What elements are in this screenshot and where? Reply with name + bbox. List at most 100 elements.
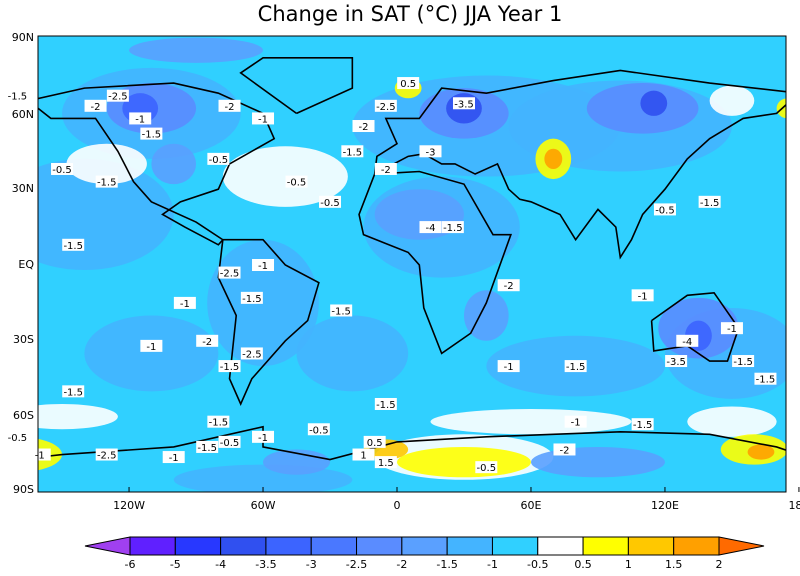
contour-label-box	[207, 152, 230, 165]
contour-label: -1.5	[220, 362, 240, 373]
contour-label: -0.5	[320, 198, 340, 209]
latitude-label: 60N	[12, 108, 34, 121]
map-frame	[37, 35, 787, 493]
contour-label: -0.5	[220, 438, 240, 449]
contour-label-box	[196, 334, 219, 347]
contour-label: -3.5	[666, 357, 686, 368]
latitude-label: 30S	[13, 333, 34, 346]
temperature-region	[709, 85, 755, 116]
contour-label: -0.5	[477, 463, 497, 474]
longitude-label: 60W	[251, 499, 276, 512]
contour-label: -1.5	[331, 306, 351, 317]
contour-label: 1	[360, 451, 366, 462]
contour-label-box	[240, 291, 263, 304]
latitude-label: 90S	[13, 483, 34, 496]
contour-label-box	[352, 120, 375, 133]
contour-label-box	[162, 451, 185, 464]
contour-label: -1.5	[566, 362, 586, 373]
contour-label: -0.5	[309, 425, 329, 436]
temperature-region	[84, 315, 219, 392]
contour-label: -1.5	[756, 375, 776, 386]
contour-label: -1	[180, 299, 190, 310]
contour-label-box	[441, 221, 464, 234]
colorbar-label: -1.5	[436, 558, 457, 571]
colorbar-label: 2	[716, 558, 723, 571]
contour-label-box	[319, 195, 342, 208]
temperature-region	[296, 315, 409, 392]
contour-label-box	[330, 304, 353, 317]
contour-label-box	[564, 415, 587, 428]
temperature-region	[151, 143, 197, 185]
temperature-region	[374, 189, 464, 240]
colorbar-label: -2	[396, 558, 407, 571]
temperature-region	[530, 446, 665, 478]
contour-label: -2	[381, 165, 391, 176]
contour-label: -1.5	[700, 198, 720, 209]
contour-label-box	[252, 430, 275, 443]
contour-label-box	[475, 461, 498, 474]
coastline	[650, 291, 740, 362]
contour-label: -1.5	[63, 387, 83, 398]
colorbar-cell	[446, 536, 493, 556]
contour-labels: -1.5-2-2.5-1-1.5-0.5-1.5-2-1-0.5-1.5-2.5…	[6, 77, 777, 474]
contour-label: -0.5	[655, 205, 675, 216]
colorbar-label: 1.5	[665, 558, 683, 571]
contour-label-box	[218, 266, 241, 279]
contour-label-box	[452, 97, 475, 110]
colorbar-label: -1	[487, 558, 498, 571]
contour-label-box	[374, 99, 397, 112]
latitude-label: EQ	[18, 258, 34, 271]
contour-label-box	[95, 175, 118, 188]
coastline	[239, 56, 354, 115]
contour-label: -1	[258, 261, 268, 272]
contour-label: -2	[504, 281, 514, 292]
colorbar-cell	[718, 536, 765, 556]
contour-label-box	[140, 339, 163, 352]
temperature-region	[776, 98, 786, 119]
colorbar-cell	[401, 536, 448, 556]
contour-label-box	[374, 456, 397, 469]
contour-label-box	[207, 415, 230, 428]
contour-label: 0.5	[367, 438, 383, 449]
contour-label-box	[218, 360, 241, 373]
coastline	[373, 69, 786, 260]
colorbar-label: -0.5	[527, 558, 548, 571]
contour-label-box	[631, 289, 654, 302]
contour-label-box	[62, 385, 85, 398]
contour-label-box	[419, 221, 442, 234]
contour-label-box	[631, 418, 654, 431]
contour-label: -1.5	[197, 443, 217, 454]
contour-label-box	[28, 448, 51, 461]
contour-label-box	[720, 322, 743, 335]
contour-label-box	[140, 127, 163, 140]
contour-label: -1.5	[376, 400, 396, 411]
contour-label: -4	[682, 337, 692, 348]
contour-label: -1.5	[343, 147, 363, 158]
contour-label: -2.5	[376, 102, 396, 113]
contour-label-box	[564, 360, 587, 373]
colorbar-cell	[265, 536, 312, 556]
contour-label-box	[95, 448, 118, 461]
contour-label: -2	[91, 102, 101, 113]
coastline	[217, 238, 320, 406]
colorbar-cell	[356, 536, 403, 556]
contour-label-box	[374, 162, 397, 175]
contour-label: -1.5	[97, 178, 117, 189]
contour-label-box	[553, 443, 576, 456]
colorbar-cell	[220, 536, 267, 556]
contour-label-box	[419, 145, 442, 158]
colorbar-label: -5	[170, 558, 181, 571]
contour-label: -1.5	[142, 130, 162, 141]
contour-label: 1.5	[378, 458, 394, 469]
contour-label-box	[397, 77, 420, 90]
colorbar: -6 -5 -4 -3.5 -3 -2.5 -2 -1.5 -1 -0.5 0.5 1 1.5 2	[84, 536, 765, 571]
temperature-field	[38, 36, 786, 492]
colorbar-cell	[582, 536, 629, 556]
colorbar-cell	[84, 536, 131, 556]
contour-label-box	[653, 203, 676, 216]
contour-label: -1.5	[733, 357, 753, 368]
contour-label: -2	[359, 122, 369, 133]
latitude-label: 60S	[13, 409, 34, 422]
temperature-region	[66, 143, 147, 185]
contour-label: -2.5	[97, 451, 117, 462]
